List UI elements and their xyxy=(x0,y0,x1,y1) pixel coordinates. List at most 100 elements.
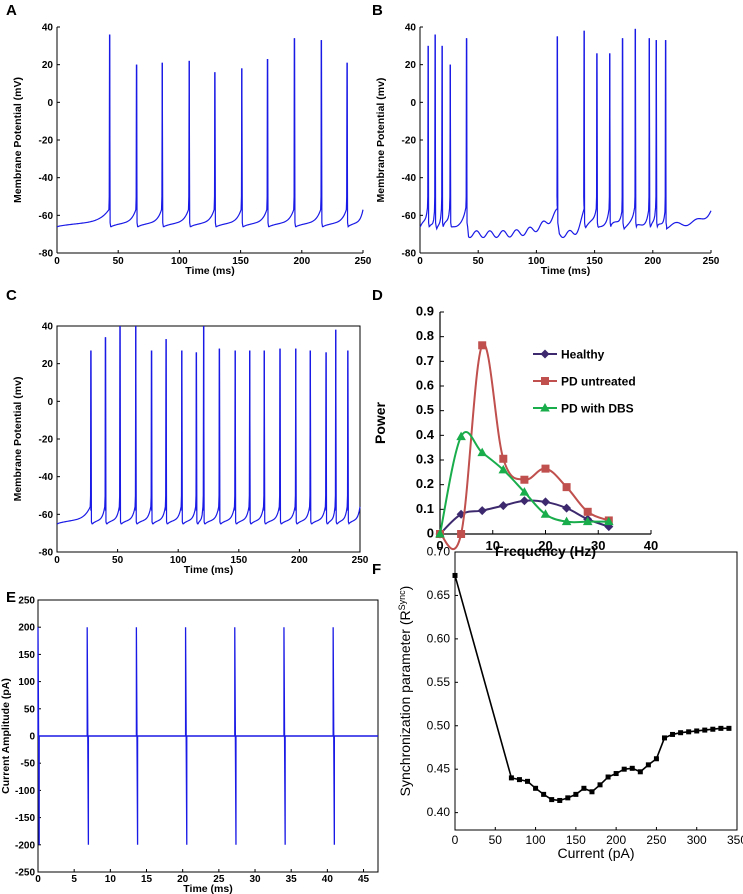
x-tick-label: 0 xyxy=(54,555,60,566)
y-tick-label: -80 xyxy=(402,249,417,260)
sync-data-point xyxy=(637,769,643,775)
legend-marker-pd-untreated xyxy=(541,377,549,385)
data-point-pd-with-dbs xyxy=(435,529,445,538)
y-tick-label: -40 xyxy=(402,173,417,184)
sync-data-point xyxy=(549,797,555,803)
sync-data-point xyxy=(621,766,627,772)
y-tick-label: 0.9 xyxy=(416,304,434,319)
data-point-pd-with-dbs xyxy=(561,516,572,526)
y-axis-label-superscript: Sync xyxy=(397,590,407,611)
sync-data-point xyxy=(653,756,659,762)
data-point-pd-untreated xyxy=(457,530,466,538)
x-tick-label: 0 xyxy=(35,874,41,885)
y-tick-label: -60 xyxy=(39,510,54,521)
series-line-pd-untreated xyxy=(439,343,610,551)
current-pulse-1 xyxy=(37,627,40,845)
x-tick-label: 200 xyxy=(293,256,310,267)
data-point-pd-with-dbs xyxy=(582,516,593,526)
data-point-pd-untreated xyxy=(583,507,592,516)
x-tick-label: 10 xyxy=(486,538,500,553)
y-tick-label: 0.3 xyxy=(416,452,434,467)
y-tick-label: 0.7 xyxy=(416,353,434,368)
x-axis-label: Time (ms) xyxy=(541,265,590,277)
panel-f: F 0 50 100 150 200 250 300 350 0.40 0.45 0.50 0.55 0.… xyxy=(372,545,743,862)
sync-data-point xyxy=(702,727,708,733)
y-tick-label: -20 xyxy=(39,136,54,147)
x-tick-label: 0 xyxy=(452,833,459,847)
y-axis-label: Membrane Potential (mv) xyxy=(375,78,387,203)
legend-label-pd-untreated: PD untreated xyxy=(561,375,636,389)
x-tick-label: 45 xyxy=(358,874,370,885)
y-tick-label: 40 xyxy=(405,23,417,34)
x-tick-label: 35 xyxy=(286,874,298,885)
data-point-pd-with-dbs xyxy=(519,487,530,496)
membrane-trace-b xyxy=(419,28,712,239)
y-tick-label: 0.65 xyxy=(427,588,451,602)
x-tick-label: 0 xyxy=(436,538,443,553)
x-tick-label: 100 xyxy=(528,256,545,267)
sync-data-point xyxy=(645,762,651,768)
x-tick-label: 10 xyxy=(105,874,117,885)
x-tick-label: 30 xyxy=(591,538,605,553)
y-tick-label: 20 xyxy=(405,60,417,71)
x-tick-label: 20 xyxy=(177,874,189,885)
sync-data-point xyxy=(613,771,619,777)
y-tick-label: 0.45 xyxy=(427,762,451,776)
membrane-trace-c xyxy=(57,325,361,525)
sync-data-point xyxy=(718,725,724,731)
sync-line xyxy=(454,575,729,802)
y-tick-label: -250 xyxy=(15,868,35,879)
panel-label-c: C xyxy=(6,287,17,304)
x-tick-label: 100 xyxy=(170,555,187,566)
data-point-pd-untreated xyxy=(562,483,571,492)
data-point-healthy xyxy=(498,501,508,511)
y-tick-label: 0.5 xyxy=(416,402,434,417)
panel-label-e: E xyxy=(6,589,16,606)
y-axis-label: Current Amplitude (pA) xyxy=(0,678,12,794)
y-tick-label: 0.60 xyxy=(427,631,451,645)
x-tick-label: 20 xyxy=(538,538,552,553)
y-tick-label: 0 xyxy=(427,526,434,541)
y-tick-label: 0.55 xyxy=(427,675,451,689)
current-pulse-2 xyxy=(86,627,90,845)
y-tick-label: 0.8 xyxy=(416,328,434,343)
y-tick-label: 0.4 xyxy=(416,427,435,442)
legend-marker-pd-with-dbs xyxy=(540,403,550,412)
x-tick-label: 350 xyxy=(727,833,743,847)
y-tick-label: -40 xyxy=(39,472,54,483)
sync-data-point xyxy=(581,785,587,791)
y-tick-label: 20 xyxy=(42,359,54,370)
plot-frame xyxy=(454,551,738,831)
y-tick-label: 0 xyxy=(47,98,53,109)
sync-data-point xyxy=(565,795,571,801)
y-tick-label: 0 xyxy=(29,732,35,743)
x-tick-label: 200 xyxy=(291,555,308,566)
data-point-pd-untreated xyxy=(541,464,550,473)
panel-c: C 0 50 100 150 200 250 -80 -60 -40 -20 0 20 40 Time (m… xyxy=(6,287,369,576)
panel-e: E 0 5 10 15 20 25 30 35 40 45 -250 -200 -150 -100 -50 0 5… xyxy=(0,589,379,894)
sync-data-point xyxy=(670,731,676,737)
x-tick-label: 200 xyxy=(606,833,626,847)
data-point-pd-with-dbs xyxy=(540,509,551,518)
x-tick-label: 150 xyxy=(232,256,249,267)
x-tick-label: 250 xyxy=(355,256,372,267)
x-tick-label: 200 xyxy=(644,256,661,267)
x-tick-label: 150 xyxy=(566,833,586,847)
membrane-trace-a xyxy=(57,34,364,228)
x-tick-label: 50 xyxy=(113,256,125,267)
current-pulse-3 xyxy=(135,627,139,845)
y-axis-label: Membrane Potential (mv) xyxy=(12,377,24,502)
y-axis-label: Membrane Potential (mV) xyxy=(12,77,24,203)
sync-data-point xyxy=(452,572,458,578)
sync-data-point xyxy=(533,785,539,791)
y-tick-label: 150 xyxy=(18,650,35,661)
data-point-healthy xyxy=(477,506,487,516)
sync-data-point xyxy=(589,789,595,795)
data-point-pd-untreated xyxy=(499,454,508,463)
y-axis-label: Synchronization parameter (RSync) xyxy=(397,586,413,797)
x-axis-label: Time (ms) xyxy=(184,564,233,576)
y-tick-label: 50 xyxy=(24,704,36,715)
data-point-pd-with-dbs xyxy=(498,464,509,474)
sync-data-point xyxy=(573,791,579,797)
